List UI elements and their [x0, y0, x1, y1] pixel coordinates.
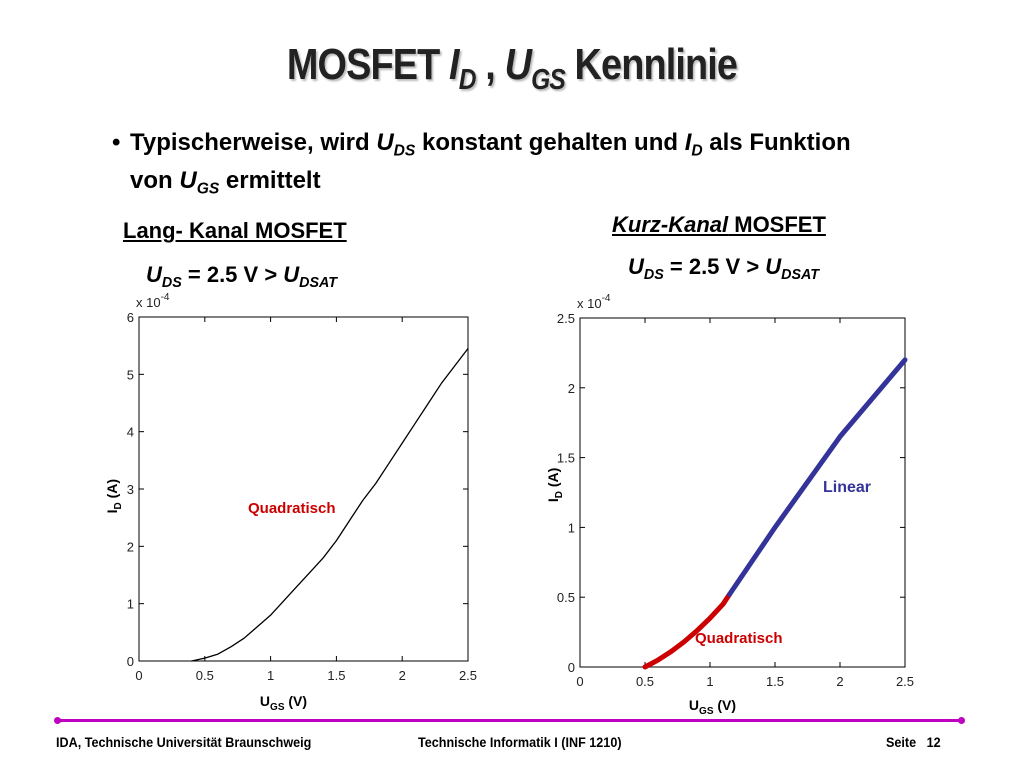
x-tick-label-short-1: 0.5: [636, 674, 654, 689]
y-tick-label-long-2: 2: [127, 539, 134, 554]
y-tick-label-short-5: 2.5: [557, 311, 575, 326]
y-tick-label-short-1: 0.5: [557, 590, 575, 605]
y-tick-label-short-3: 1.5: [557, 451, 575, 466]
x-tick-label-long-4: 2: [399, 668, 406, 683]
long-channel-heading: Lang- Kanal MOSFET: [123, 218, 347, 243]
x-tick-label-short-4: 2: [836, 674, 843, 689]
y-axis-label-short: ID (A): [545, 468, 565, 502]
y-tick-label-long-3: 3: [127, 482, 134, 497]
footer-page: Seite 12: [886, 734, 941, 750]
annotation-quadratisch-long: Quadratisch: [248, 500, 336, 517]
short-channel-condition: UDS = 2.5 V > UDSAT: [628, 254, 820, 283]
x-tick-label-long-5: 2.5: [459, 668, 477, 683]
x-tick-label-short-2: 1: [706, 674, 713, 689]
y-tick-label-long-5: 5: [127, 367, 134, 382]
series-line-short-0: [642, 591, 732, 670]
x-tick-label-long-1: 0.5: [196, 668, 214, 683]
exponent-label-short: x 10-4: [577, 293, 611, 311]
y-tick-label-long-1: 1: [127, 597, 134, 612]
y-tick-label-short-0: 0: [568, 660, 575, 675]
x-tick-label-long-3: 1.5: [327, 668, 345, 683]
slide-title: MOSFET ID , UGS Kennlinie: [286, 40, 738, 96]
footer-course: Technische Informatik I (INF 1210): [418, 734, 622, 750]
short-channel-heading: Kurz-Kanal MOSFET: [612, 212, 826, 237]
x-tick-label-long-0: 0: [135, 668, 142, 683]
series-line-short-1: [727, 357, 908, 597]
x-tick-label-short-5: 2.5: [896, 674, 914, 689]
y-tick-label-long-4: 4: [127, 425, 134, 440]
chart-frame-long: [138, 316, 469, 662]
y-axis-label-long: ID (A): [104, 479, 124, 513]
x-axis-label-short: UGS (V): [689, 697, 736, 717]
long-channel-condition: UDS = 2.5 V > UDSAT: [146, 262, 338, 291]
y-tick-label-short-4: 2: [568, 381, 575, 396]
x-tick-label-short-0: 0: [576, 674, 583, 689]
footer-institution: IDA, Technische Universität Braunschweig: [56, 734, 312, 750]
y-tick-label-long-6: 6: [127, 310, 134, 325]
bullet-dot-icon: •: [112, 129, 121, 156]
x-tick-label-short-3: 1.5: [766, 674, 784, 689]
exponent-label-long: x 10-4: [136, 292, 170, 310]
chart-frame-short: [579, 317, 906, 668]
footer-dot-right: [958, 717, 965, 724]
x-axis-label-long: UGS (V): [260, 693, 307, 713]
y-tick-label-short-2: 1: [568, 520, 575, 535]
footer-divider: [56, 719, 963, 722]
bullet-point: • Typischerweise, wird UDS konstant gehal…: [112, 129, 851, 198]
y-tick-label-long-0: 0: [127, 654, 134, 669]
annotation-quadratisch-short: Quadratisch: [695, 630, 783, 647]
x-tick-label-long-2: 1: [267, 668, 274, 683]
series-line-long-0: [190, 347, 469, 662]
annotation-linear: Linear: [823, 479, 871, 496]
